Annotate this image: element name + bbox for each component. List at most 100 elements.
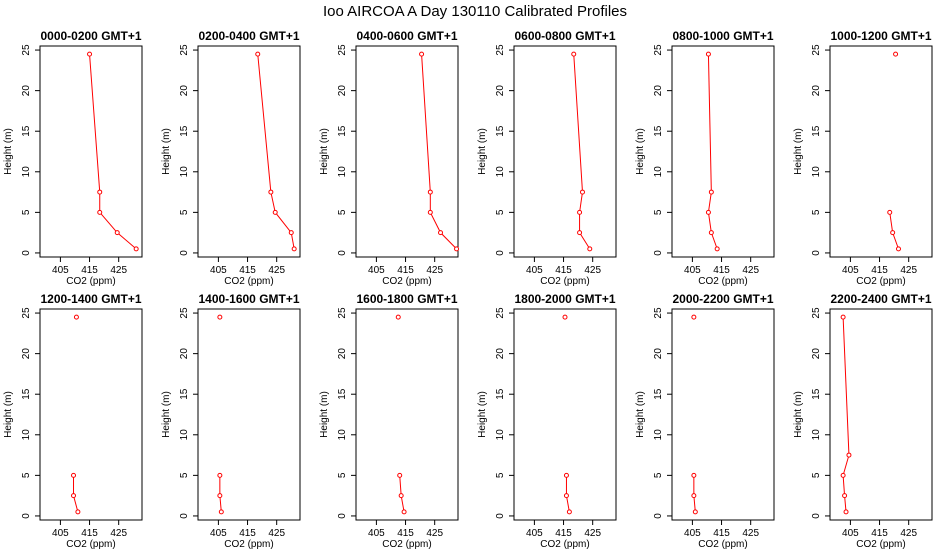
y-axis-label: Height (m) bbox=[161, 391, 172, 438]
x-axis-label: CO2 (ppm) bbox=[382, 276, 431, 287]
data-point bbox=[887, 209, 893, 215]
y-tick-label: 25 bbox=[495, 307, 506, 319]
x-tick-label: 405 bbox=[52, 528, 69, 539]
series-line bbox=[89, 54, 137, 250]
data-point bbox=[571, 51, 577, 57]
y-tick-label: 0 bbox=[811, 513, 822, 519]
y-tick-label: 10 bbox=[337, 166, 348, 178]
panel-title: 1600-1800 GMT+1 bbox=[356, 292, 457, 306]
y-tick-label: 15 bbox=[179, 388, 190, 400]
y-tick-label: 15 bbox=[811, 125, 822, 137]
data-point bbox=[579, 189, 585, 195]
data-point bbox=[890, 230, 896, 236]
y-tick-label: 0 bbox=[337, 513, 348, 519]
x-tick-label: 415 bbox=[81, 265, 98, 276]
data-point bbox=[427, 209, 433, 215]
y-axis-label: Height (m) bbox=[161, 128, 172, 175]
plot-frame bbox=[829, 45, 933, 258]
y-axis-label: Height (m) bbox=[635, 391, 646, 438]
y-tick-label: 10 bbox=[811, 166, 822, 178]
y-axis-label: Height (m) bbox=[793, 391, 804, 438]
x-tick-label: 425 bbox=[110, 528, 127, 539]
data-point bbox=[705, 209, 711, 215]
y-tick-label: 20 bbox=[21, 85, 32, 97]
x-tick-label: 415 bbox=[871, 528, 888, 539]
y-tick-label: 10 bbox=[811, 429, 822, 441]
x-axis-label: CO2 (ppm) bbox=[224, 539, 273, 550]
y-tick-label: 20 bbox=[179, 85, 190, 97]
x-tick-label: 425 bbox=[900, 265, 917, 276]
data-point bbox=[272, 209, 278, 215]
y-tick-label: 15 bbox=[495, 125, 506, 137]
data-point bbox=[419, 51, 425, 57]
y-tick-label: 5 bbox=[811, 472, 822, 478]
y-tick-label: 0 bbox=[495, 513, 506, 519]
y-tick-label: 20 bbox=[337, 348, 348, 360]
y-tick-label: 15 bbox=[179, 125, 190, 137]
y-tick-label: 25 bbox=[179, 307, 190, 319]
panel-title: 0200-0400 GMT+1 bbox=[198, 29, 299, 43]
data-point bbox=[291, 246, 297, 252]
y-tick-label: 20 bbox=[21, 348, 32, 360]
series-line bbox=[257, 54, 295, 249]
x-tick-label: 405 bbox=[684, 265, 701, 276]
x-tick-label: 425 bbox=[268, 528, 285, 539]
plot-frame bbox=[355, 308, 459, 521]
y-tick-label: 10 bbox=[21, 166, 32, 178]
x-axis-label: CO2 (ppm) bbox=[856, 276, 905, 287]
data-point bbox=[840, 314, 846, 320]
data-point bbox=[708, 189, 714, 195]
y-tick-label: 0 bbox=[179, 513, 190, 519]
y-tick-label: 15 bbox=[337, 388, 348, 400]
data-point bbox=[691, 314, 697, 320]
x-tick-label: 415 bbox=[555, 265, 572, 276]
y-tick-label: 10 bbox=[337, 429, 348, 441]
data-point bbox=[577, 230, 583, 236]
data-point bbox=[563, 493, 569, 499]
panel-title: 0800-1000 GMT+1 bbox=[672, 29, 773, 43]
data-point bbox=[691, 493, 697, 499]
y-tick-label: 15 bbox=[337, 125, 348, 137]
data-point bbox=[133, 246, 139, 252]
y-tick-label: 0 bbox=[337, 250, 348, 256]
data-point bbox=[705, 51, 711, 57]
y-tick-label: 20 bbox=[495, 85, 506, 97]
y-tick-label: 15 bbox=[21, 388, 32, 400]
y-tick-label: 5 bbox=[811, 209, 822, 215]
data-point bbox=[691, 472, 697, 478]
x-axis-label: CO2 (ppm) bbox=[66, 539, 115, 550]
y-tick-label: 5 bbox=[337, 472, 348, 478]
data-point bbox=[75, 509, 81, 515]
x-tick-label: 415 bbox=[555, 528, 572, 539]
x-tick-label: 425 bbox=[742, 265, 759, 276]
x-tick-label: 405 bbox=[210, 528, 227, 539]
x-tick-label: 415 bbox=[713, 265, 730, 276]
data-point bbox=[255, 51, 261, 57]
data-point bbox=[217, 493, 223, 499]
y-axis-label: Height (m) bbox=[319, 391, 330, 438]
x-tick-label: 415 bbox=[397, 265, 414, 276]
data-point bbox=[562, 314, 568, 320]
series-line bbox=[421, 54, 457, 250]
y-tick-label: 0 bbox=[495, 250, 506, 256]
y-tick-label: 15 bbox=[653, 388, 664, 400]
data-point bbox=[97, 209, 103, 215]
x-axis-label: CO2 (ppm) bbox=[856, 539, 905, 550]
x-tick-label: 425 bbox=[426, 265, 443, 276]
y-tick-label: 25 bbox=[337, 307, 348, 319]
data-point bbox=[840, 472, 846, 478]
y-tick-label: 10 bbox=[653, 429, 664, 441]
data-point bbox=[577, 209, 583, 215]
data-point bbox=[218, 509, 224, 515]
y-axis-label: Height (m) bbox=[319, 128, 330, 175]
data-point bbox=[268, 189, 274, 195]
y-tick-label: 10 bbox=[179, 429, 190, 441]
data-point bbox=[438, 230, 444, 236]
data-point bbox=[563, 472, 569, 478]
